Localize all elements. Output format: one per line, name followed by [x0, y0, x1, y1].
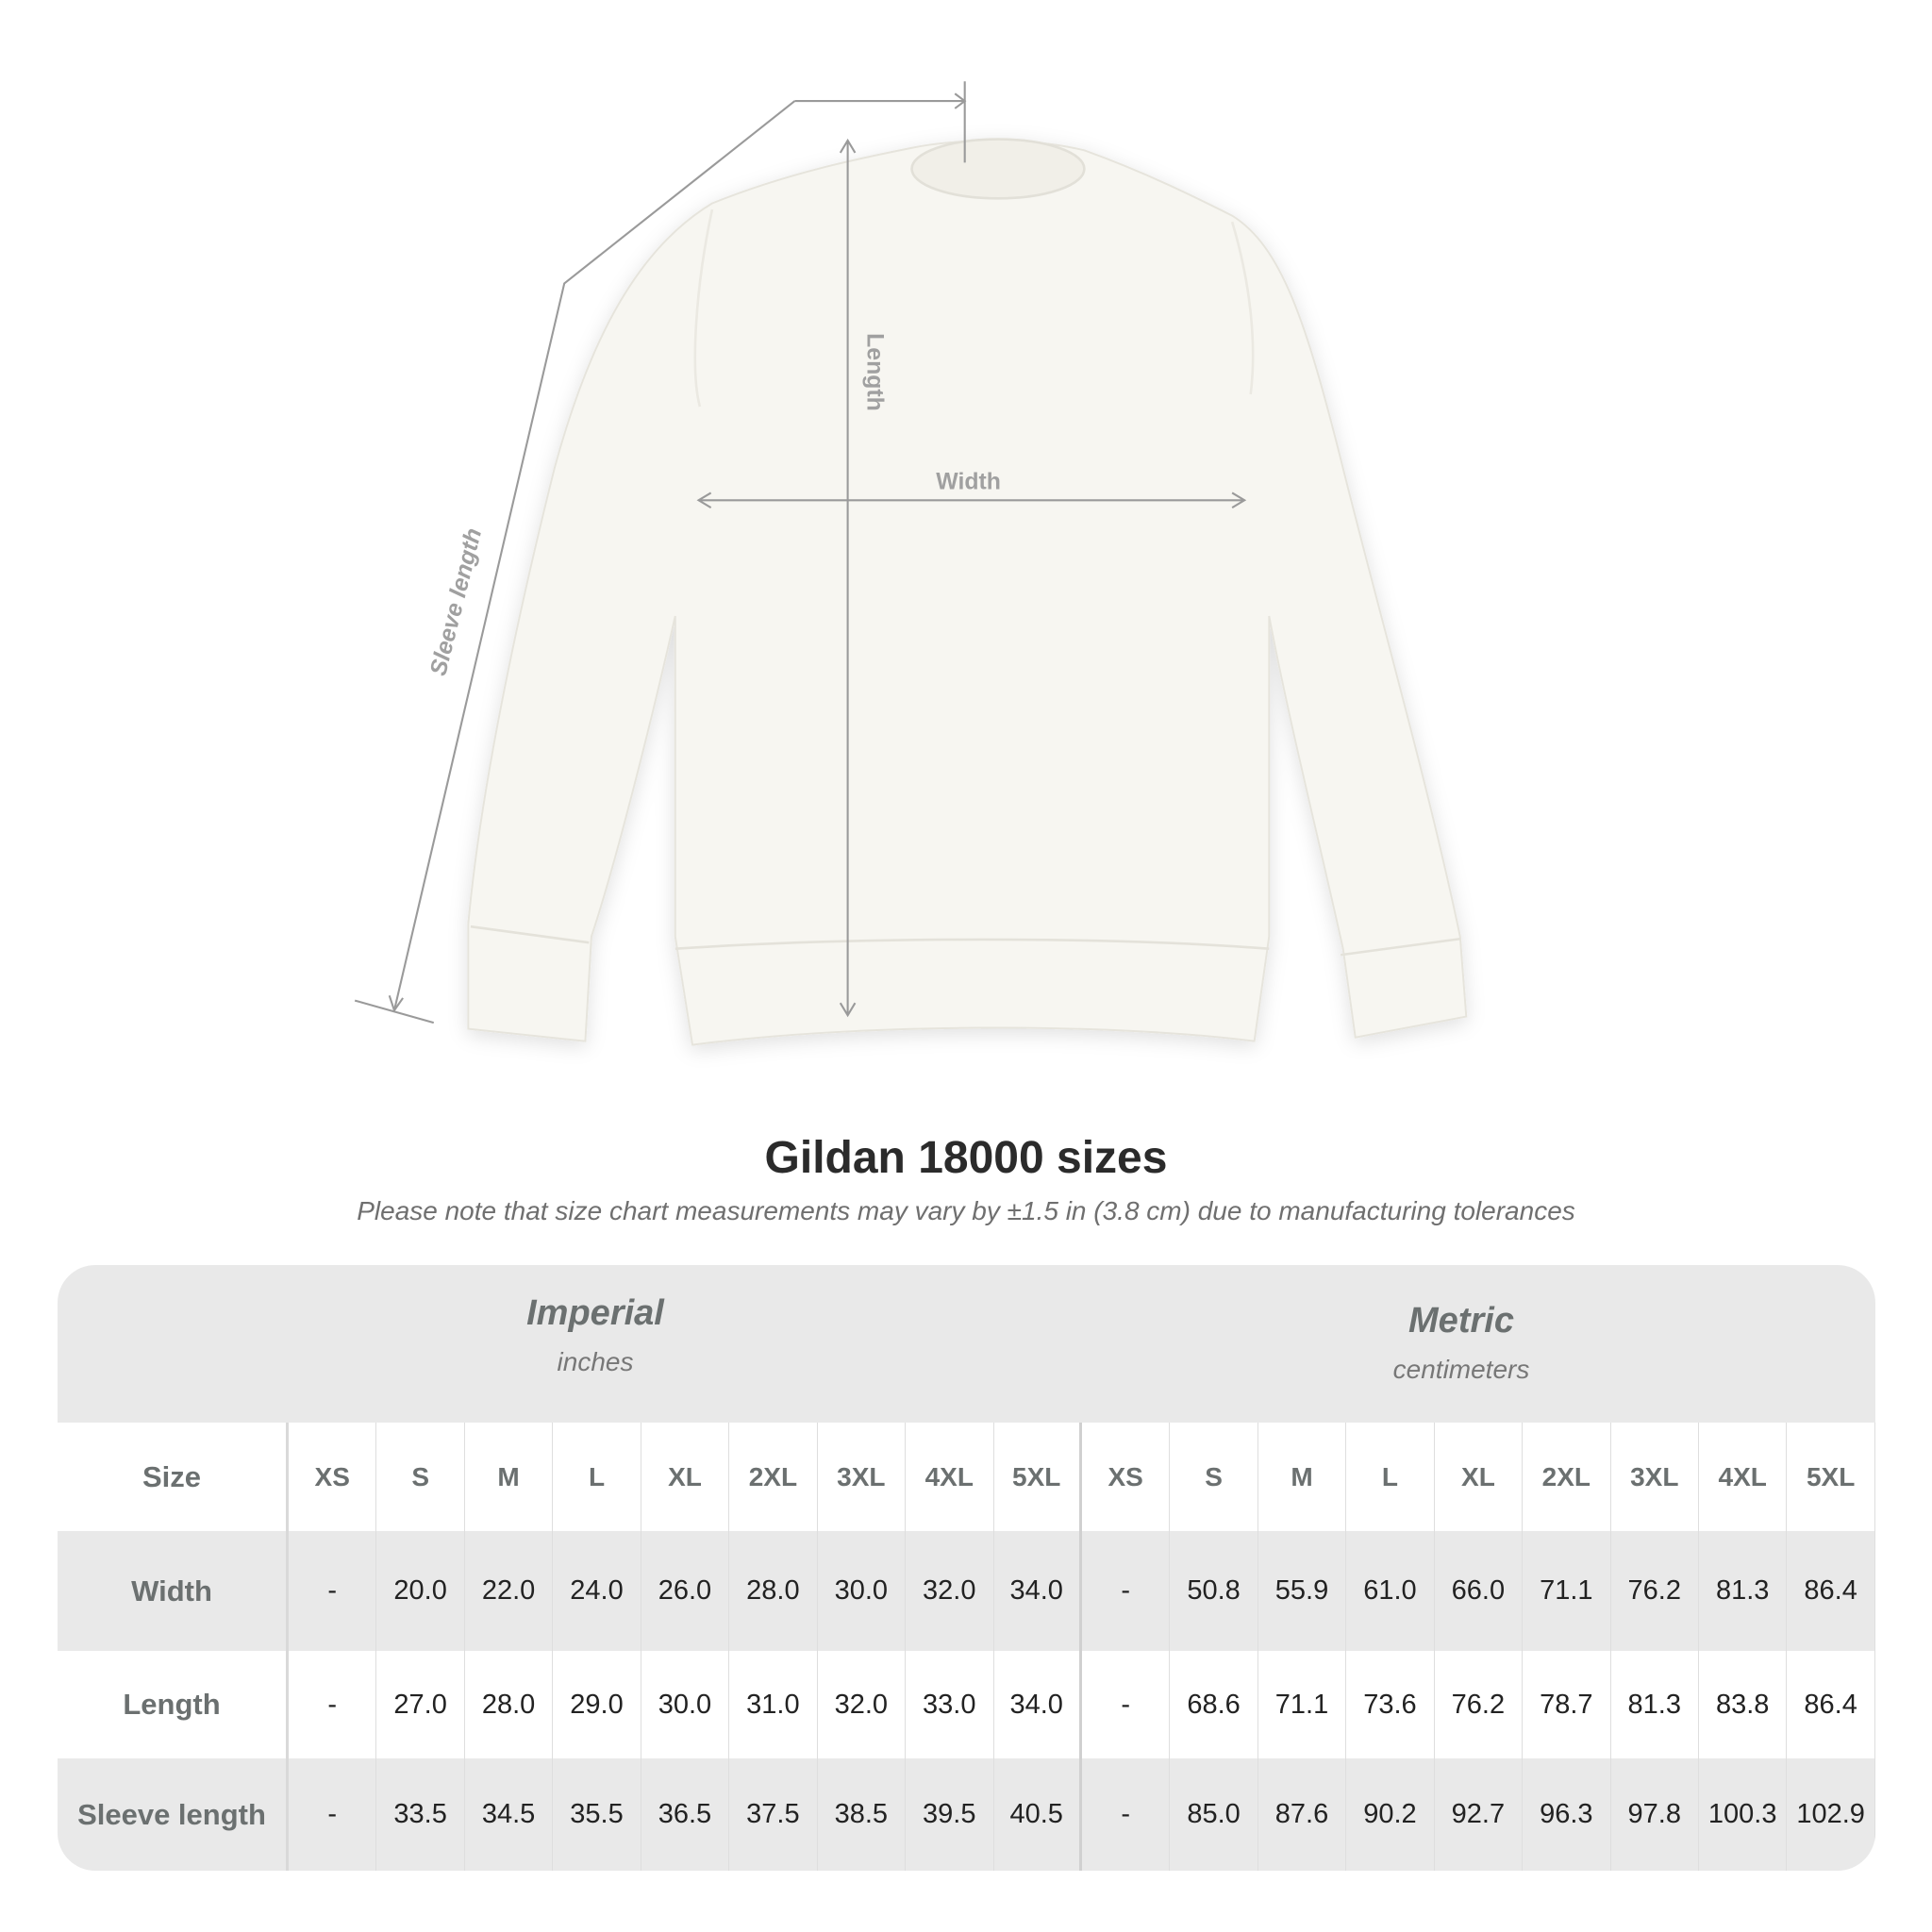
table-cell: 50.8: [1170, 1531, 1258, 1651]
size-header-cell: 3XL: [1611, 1423, 1699, 1531]
size-header-cell: S: [1170, 1423, 1258, 1531]
table-cell: 26.0: [641, 1531, 730, 1651]
table-cell: 73.6: [1346, 1651, 1435, 1758]
size-header-cell: 4XL: [1699, 1423, 1788, 1531]
size-header-cell: 4XL: [906, 1423, 994, 1531]
size-header-cell: 5XL: [1787, 1423, 1875, 1531]
table-cell: 81.3: [1611, 1651, 1699, 1758]
table-cell: 33.5: [376, 1758, 465, 1871]
table-cell: 86.4: [1787, 1531, 1875, 1651]
imperial-header: Imperial inches: [526, 1293, 664, 1376]
table-cell: 30.0: [641, 1651, 730, 1758]
table-cell: 30.0: [818, 1531, 907, 1651]
table-row: Length -27.0 28.0 29.0 30.0 31.0 32.0 33.0 34.0…: [58, 1651, 1875, 1758]
table-cell: 96.3: [1523, 1758, 1611, 1871]
table-cell: -: [289, 1531, 377, 1651]
size-row: Size XS S M L XL 2XL 3XL 4XL 5XL XS S M L XL 2XL 3XL 4XL…: [58, 1423, 1875, 1531]
table-cell: 33.0: [906, 1651, 994, 1758]
table-cell: 71.1: [1523, 1531, 1611, 1651]
table-cell: 78.7: [1523, 1651, 1611, 1758]
size-header-cell: XS: [289, 1423, 377, 1531]
table-cell: 68.6: [1170, 1651, 1258, 1758]
table-cell: 34.0: [994, 1651, 1082, 1758]
table-cell: 92.7: [1435, 1758, 1524, 1871]
page-title: Gildan 18000 sizes: [764, 1133, 1168, 1183]
table-cell: 76.2: [1611, 1531, 1699, 1651]
table-cell: -: [1082, 1531, 1171, 1651]
table-cell: 83.8: [1699, 1651, 1788, 1758]
table-cell: 55.9: [1258, 1531, 1347, 1651]
sleeve-arrow: [392, 81, 966, 1011]
table-row: Width -20.0 22.0 24.0 26.0 28.0 30.0 32.0 34.0-…: [58, 1531, 1875, 1651]
measure-lines: [354, 81, 1247, 1024]
row-label: Length: [58, 1651, 289, 1758]
size-header-cell: S: [376, 1423, 465, 1531]
size-header-cell: M: [1258, 1423, 1347, 1531]
sweatshirt: [467, 138, 1468, 1046]
size-header-cell: 3XL: [818, 1423, 907, 1531]
table-cell: 32.0: [818, 1651, 907, 1758]
metric-header: Metric centimeters: [1392, 1301, 1530, 1384]
table-cell: 31.0: [729, 1651, 818, 1758]
table-cell: 20.0: [376, 1531, 465, 1651]
size-header-cell: 2XL: [1523, 1423, 1611, 1531]
size-header-cell: XL: [1435, 1423, 1524, 1531]
size-header-cell: M: [465, 1423, 554, 1531]
table-cell: 39.5: [906, 1758, 994, 1871]
size-header-cell: XL: [641, 1423, 730, 1531]
table-cell: 28.0: [729, 1531, 818, 1651]
table-cell: 66.0: [1435, 1531, 1524, 1651]
table-cell: 34.5: [465, 1758, 554, 1871]
tolerance-note: Please note that size chart measurements…: [357, 1196, 1575, 1225]
table-cell: 85.0: [1170, 1758, 1258, 1871]
table-cell: 28.0: [465, 1651, 554, 1758]
table-cell: 24.0: [553, 1531, 641, 1651]
collar: [910, 138, 1086, 200]
row-label: Sleeve length: [58, 1758, 289, 1871]
table-cell: -: [289, 1651, 377, 1758]
table-cell: 97.8: [1611, 1758, 1699, 1871]
table-cell: 61.0: [1346, 1531, 1435, 1651]
width-label: Width: [936, 470, 1001, 495]
row-label: Width: [58, 1531, 289, 1651]
table-cell: 76.2: [1435, 1651, 1524, 1758]
row-label: Size: [58, 1423, 289, 1531]
size-header-cell: XS: [1082, 1423, 1171, 1531]
table-cell: 102.9: [1787, 1758, 1875, 1871]
table-header-band: [58, 1265, 1875, 1423]
table-cell: -: [1082, 1651, 1171, 1758]
table-row: Sleeve length -33.5 34.5 35.5 36.5 37.5 38.5 3…: [58, 1758, 1875, 1871]
table-cell: 81.3: [1699, 1531, 1788, 1651]
table-cell: 29.0: [553, 1651, 641, 1758]
size-header-cell: 2XL: [729, 1423, 818, 1531]
table-cell: -: [1082, 1758, 1171, 1871]
table-cell: 71.1: [1258, 1651, 1347, 1758]
table-cell: 87.6: [1258, 1758, 1347, 1871]
table-cell: 86.4: [1787, 1651, 1875, 1758]
hem-band: [675, 938, 1270, 951]
size-header-cell: 5XL: [994, 1423, 1082, 1531]
size-table: Imperial inches Metric centimeters Size …: [58, 1265, 1875, 1871]
table-cell: 32.0: [906, 1531, 994, 1651]
table-cell: 38.5: [818, 1758, 907, 1871]
table-cell: 40.5: [994, 1758, 1082, 1871]
table-cell: 35.5: [553, 1758, 641, 1871]
table-cell: 37.5: [729, 1758, 818, 1871]
table-cell: 22.0: [465, 1531, 554, 1651]
table-cell: 27.0: [376, 1651, 465, 1758]
table-cell: 100.3: [1699, 1758, 1788, 1871]
table-cell: -: [289, 1758, 377, 1871]
table-cell: 34.0: [994, 1531, 1082, 1651]
size-header-cell: L: [1346, 1423, 1435, 1531]
cuff-bands: [470, 924, 1460, 957]
length-label: Length: [862, 333, 888, 411]
table-cell: 36.5: [641, 1758, 730, 1871]
table-cell: 90.2: [1346, 1758, 1435, 1871]
size-header-cell: L: [553, 1423, 641, 1531]
